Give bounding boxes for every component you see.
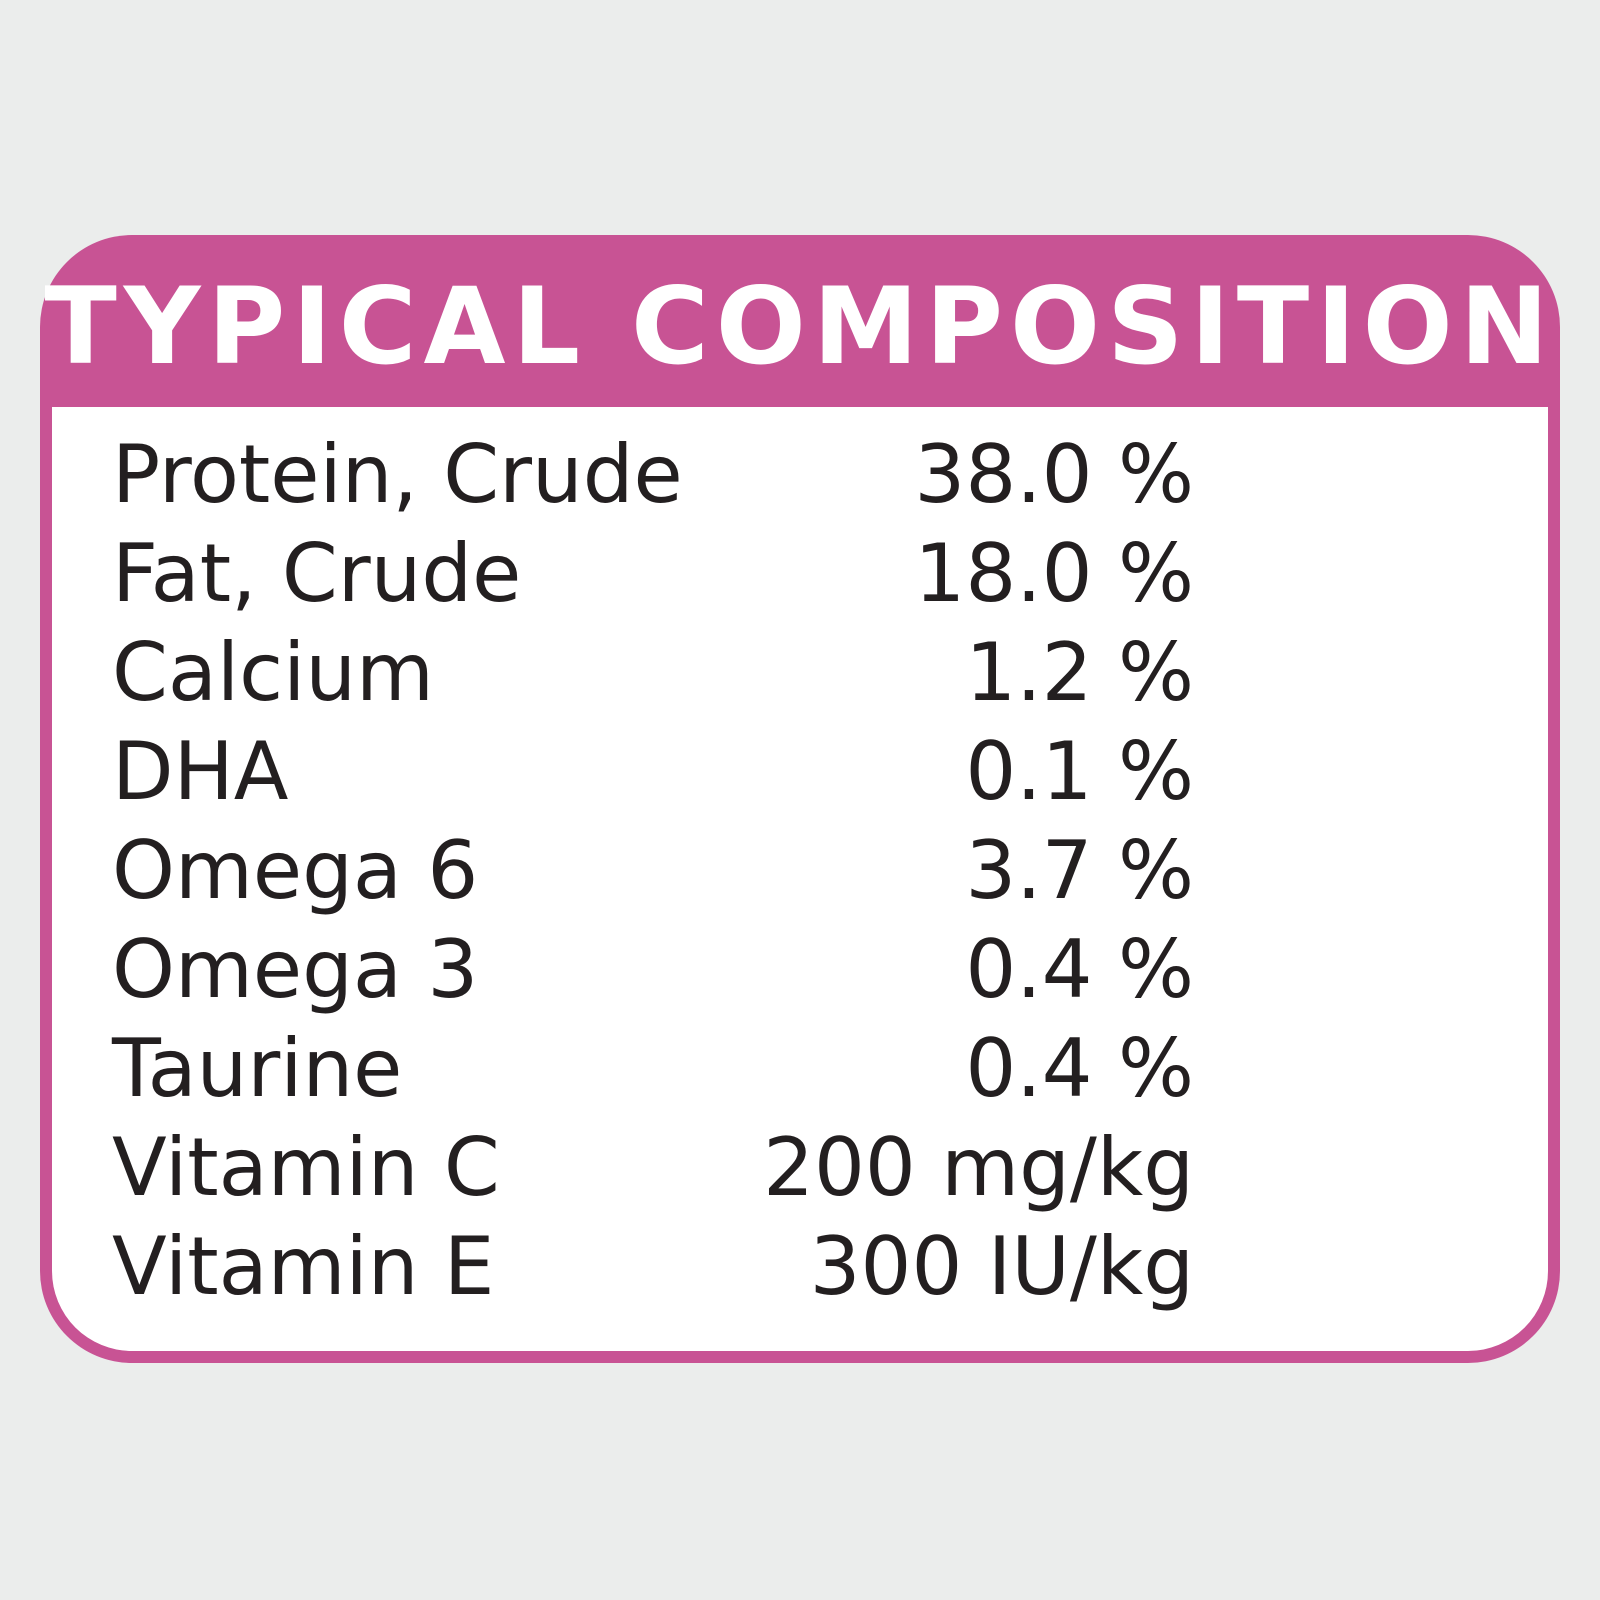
nutrient-value: 38.0 % xyxy=(914,428,1194,521)
composition-row-vitamin-c: Vitamin C 200 mg/kg xyxy=(112,1118,1194,1217)
composition-row-omega-3: Omega 3 0.4 % xyxy=(112,920,1194,1019)
composition-row-vitamin-e: Vitamin E 300 IU/kg xyxy=(112,1217,1194,1316)
composition-list: Protein, Crude 38.0 % Fat, Crude 18.0 % … xyxy=(112,425,1194,1316)
nutrient-label: Calcium xyxy=(112,626,434,719)
composition-row-dha: DHA 0.1 % xyxy=(112,722,1194,821)
nutrient-value: 0.4 % xyxy=(965,1022,1194,1115)
composition-row-taurine: Taurine 0.4 % xyxy=(112,1019,1194,1118)
nutrient-label: Protein, Crude xyxy=(112,428,683,521)
composition-row-omega-6: Omega 6 3.7 % xyxy=(112,821,1194,920)
nutrient-label: Omega 3 xyxy=(112,923,479,1016)
composition-title: TYPICAL COMPOSITION xyxy=(44,265,1556,388)
nutrient-value: 300 IU/kg xyxy=(809,1220,1194,1313)
nutrient-value: 0.1 % xyxy=(965,725,1194,818)
nutrient-label: Vitamin E xyxy=(112,1220,495,1313)
nutrient-value: 18.0 % xyxy=(914,527,1194,620)
nutrient-label: Vitamin C xyxy=(112,1121,500,1214)
nutrient-value: 3.7 % xyxy=(965,824,1194,917)
nutrient-label: DHA xyxy=(112,725,289,818)
nutrient-label: Fat, Crude xyxy=(112,527,522,620)
nutrient-label: Taurine xyxy=(112,1022,403,1115)
composition-row-calcium: Calcium 1.2 % xyxy=(112,623,1194,722)
nutrient-label: Omega 6 xyxy=(112,824,479,917)
nutrient-value: 1.2 % xyxy=(965,626,1194,719)
nutrient-value: 0.4 % xyxy=(965,923,1194,1016)
composition-card: TYPICAL COMPOSITION Protein, Crude 38.0 … xyxy=(40,235,1560,1363)
composition-row-protein: Protein, Crude 38.0 % xyxy=(112,425,1194,524)
composition-row-fat: Fat, Crude 18.0 % xyxy=(112,524,1194,623)
nutrient-value: 200 mg/kg xyxy=(763,1121,1194,1214)
composition-panel: Protein, Crude 38.0 % Fat, Crude 18.0 % … xyxy=(52,407,1548,1351)
